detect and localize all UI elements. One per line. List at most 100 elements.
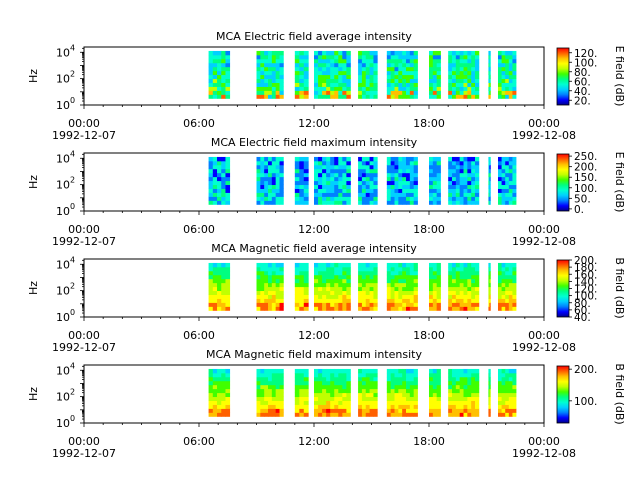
spectrogram-cell — [369, 282, 374, 288]
spectrogram-cell — [489, 392, 491, 398]
spectrogram-cell — [264, 70, 269, 76]
spectrogram-cell — [459, 164, 464, 170]
spectrogram-cell — [498, 266, 502, 272]
spectrogram-cell — [409, 184, 415, 189]
spectrogram-cell — [467, 168, 472, 174]
spectrogram-cell — [394, 262, 399, 268]
spectrogram-cell — [271, 404, 277, 409]
spectrogram-cell — [264, 408, 269, 413]
spectrogram-cell — [390, 66, 395, 72]
spectrogram-cell — [358, 404, 363, 409]
spectrogram-cell — [271, 66, 277, 72]
spectrogram-cell — [452, 184, 457, 189]
spectrogram-cell — [271, 274, 277, 280]
spectrogram-cell — [256, 306, 261, 311]
spectrogram-cell — [501, 196, 506, 201]
spectrogram-cell — [330, 156, 335, 162]
spectrogram-cell — [264, 200, 269, 205]
spectrogram-cell — [390, 54, 395, 60]
spectrogram-cell — [512, 294, 517, 299]
spectrogram-cell — [322, 372, 327, 378]
data-segment — [256, 50, 284, 99]
spectrogram-cell — [208, 86, 214, 91]
spectrogram-cell — [225, 282, 231, 288]
spectrogram-cell — [334, 172, 339, 178]
spectrogram-cell — [436, 86, 441, 91]
spectrogram-cell — [436, 180, 441, 186]
spectrogram-cell — [279, 58, 284, 64]
spectrogram-cell — [326, 50, 331, 56]
spectrogram-cell — [455, 90, 461, 95]
spectrogram-cell — [208, 168, 214, 174]
spectrogram-cell — [217, 262, 222, 268]
spectrogram-cell — [361, 270, 367, 276]
spectrogram-cell — [512, 58, 517, 64]
spectrogram-cell — [221, 58, 226, 64]
spectrogram-cell — [448, 184, 453, 189]
data-segment — [386, 262, 418, 311]
spectrogram-cell — [406, 266, 411, 272]
spectrogram-cell — [386, 94, 392, 99]
spectrogram-cell — [322, 86, 327, 91]
spectrogram-cell — [390, 86, 395, 91]
spectrogram-cell — [373, 90, 378, 95]
spectrogram-cell — [498, 196, 502, 201]
spectrogram-cell — [314, 66, 319, 72]
data-segment — [429, 156, 441, 205]
spectrogram-cell — [334, 384, 339, 390]
spectrogram-cell — [358, 302, 363, 307]
spectrogram-cell — [467, 298, 472, 303]
spectrogram-cell — [334, 266, 339, 272]
spectrogram-cell — [260, 82, 265, 87]
spectrogram-cell — [271, 180, 277, 186]
spectrogram-cell — [322, 188, 327, 193]
spectrogram-cell — [432, 400, 438, 405]
spectrogram-cell — [256, 286, 261, 292]
spectrogram-cell — [471, 388, 476, 394]
spectrogram-cell — [505, 192, 510, 197]
spectrogram-cell — [326, 282, 331, 288]
spectrogram-cell — [508, 90, 513, 95]
spectrogram-cell — [342, 396, 347, 401]
spectrogram-cell — [448, 82, 453, 87]
spectrogram-cell — [471, 404, 476, 409]
spectrogram-cell — [471, 176, 476, 182]
spectrogram-cell — [334, 286, 339, 292]
spectrogram-cell — [406, 384, 411, 390]
spectrogram-cell — [463, 188, 468, 193]
spectrogram-cell — [275, 282, 280, 288]
spectrogram-cell — [256, 266, 261, 272]
spectrogram-cell — [409, 400, 415, 405]
spectrogram-cell — [212, 176, 218, 182]
spectrogram-cell — [365, 176, 370, 182]
spectrogram-cell — [386, 400, 392, 405]
spectrogram-cell — [508, 74, 513, 80]
spectrogram-cell — [463, 90, 468, 95]
spectrogram-cell — [475, 372, 480, 378]
spectrogram-cell — [402, 164, 407, 170]
spectrogram-cell — [394, 270, 399, 276]
x-tick-label: 06:00 — [183, 329, 215, 342]
spectrogram-cell — [221, 82, 226, 87]
spectrogram-cell — [271, 172, 277, 178]
spectrogram-cell — [260, 270, 265, 276]
spectrogram-cell — [455, 156, 461, 162]
spectrogram-cell — [386, 200, 392, 205]
spectrogram-cell — [452, 412, 457, 417]
spectrogram-cell — [512, 262, 517, 268]
spectrogram-cell — [256, 392, 261, 398]
data-segment — [256, 156, 284, 205]
spectrogram-cell — [225, 62, 231, 68]
spectrogram-cell — [268, 54, 273, 60]
spectrogram-cell — [221, 396, 226, 401]
spectrogram-cell — [452, 62, 457, 68]
spectrogram-cell — [402, 78, 407, 83]
spectrogram-cell — [508, 192, 513, 197]
spectrogram-cell — [342, 290, 347, 295]
colorbar-tick-label: 60. — [574, 305, 591, 317]
spectrogram-cell — [212, 380, 218, 386]
spectrogram-cell — [299, 376, 305, 382]
spectrogram-cell — [463, 404, 468, 409]
spectrogram-cell — [467, 388, 472, 394]
spectrogram-cell — [512, 54, 517, 60]
